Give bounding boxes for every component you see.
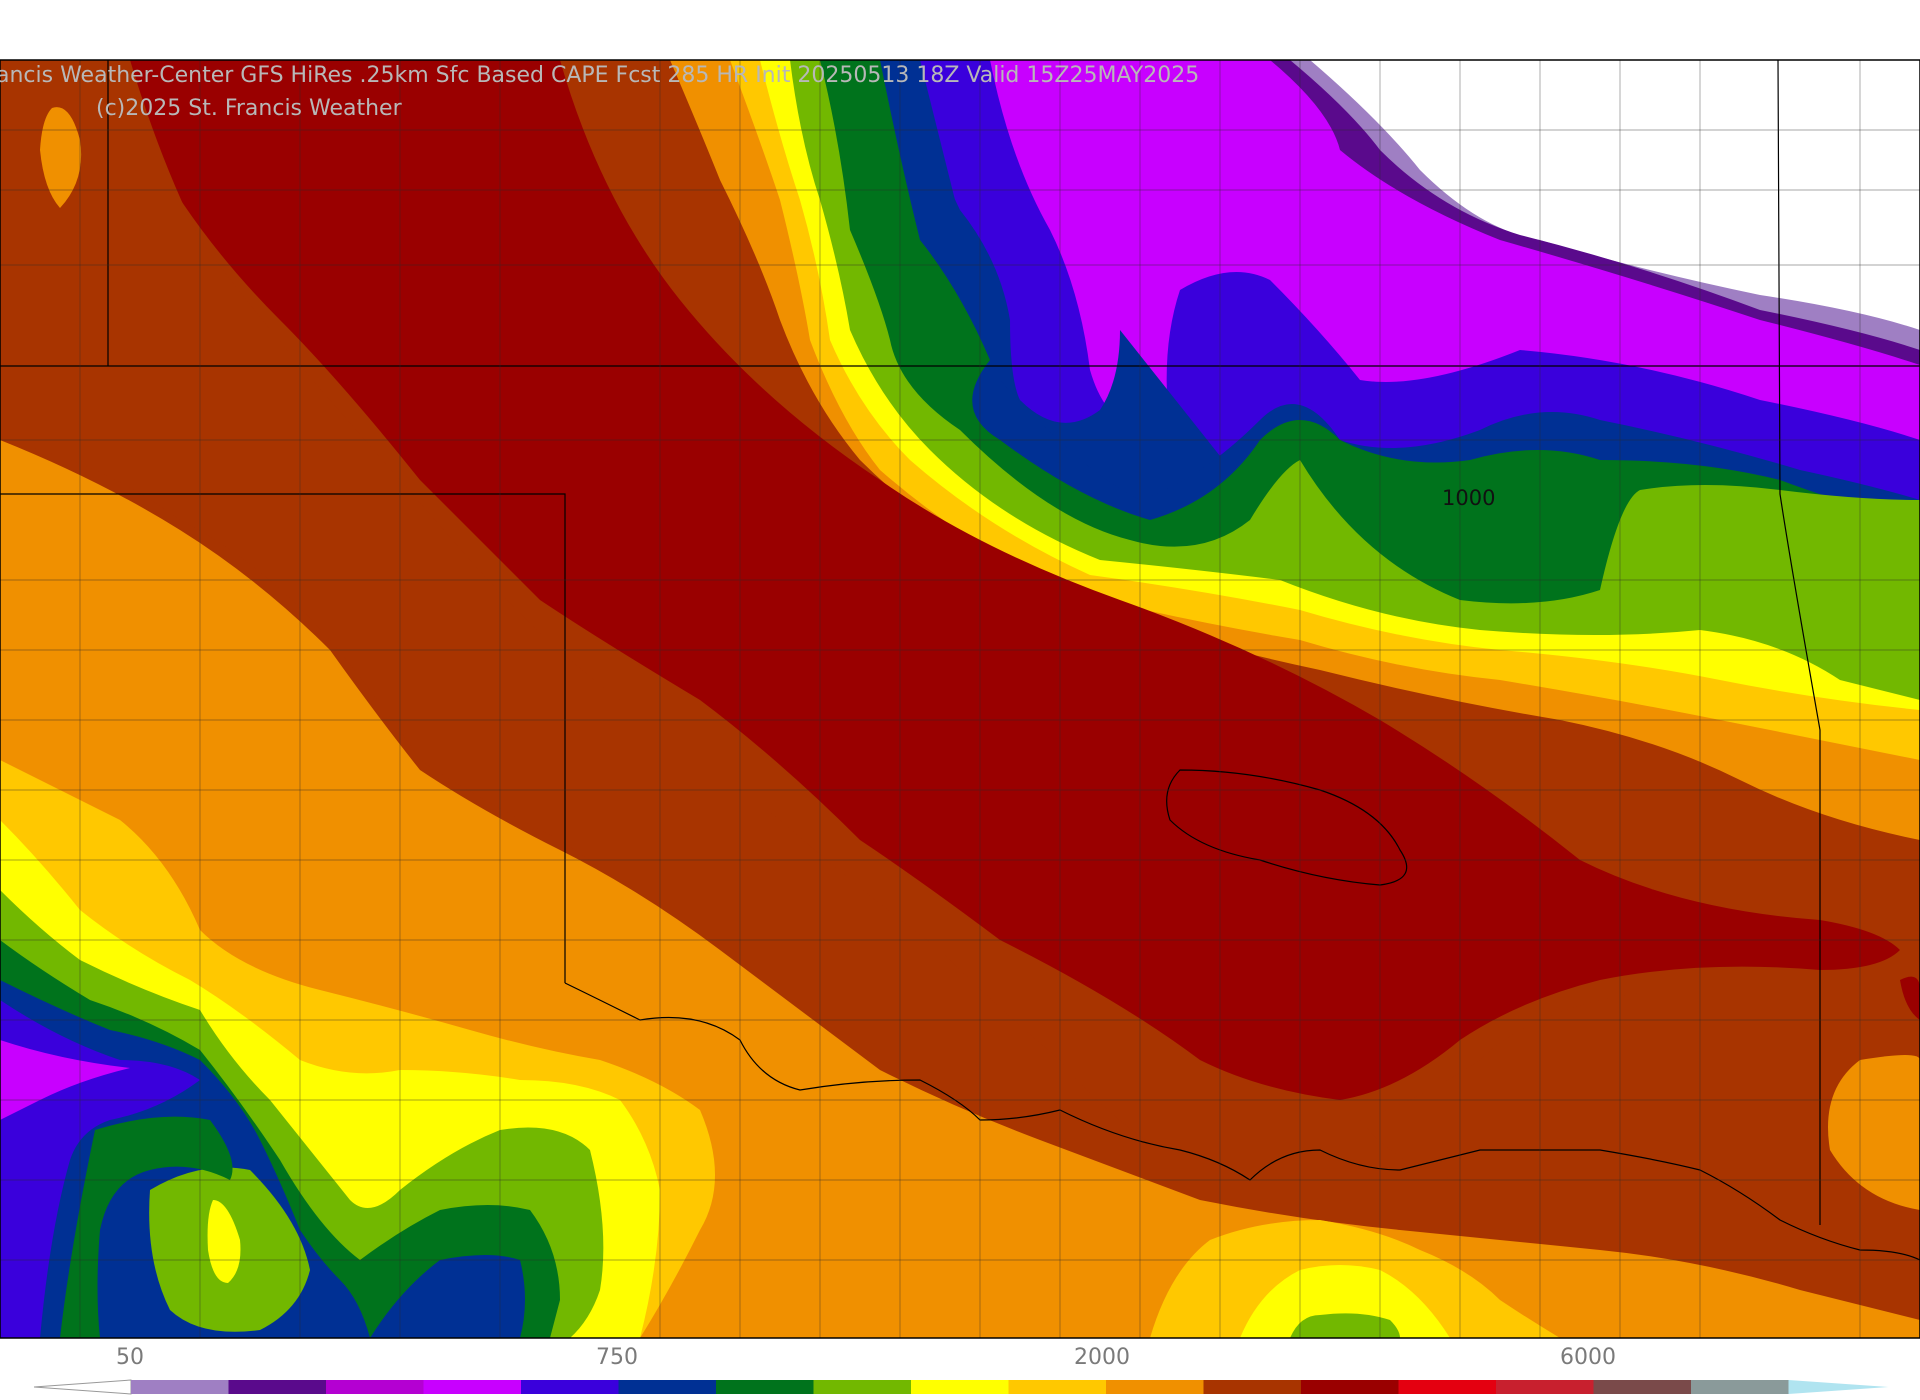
colorbar-segment [1496,1380,1594,1394]
state-border-northwest [0,493,566,983]
boundary-lines [0,60,1920,1261]
colorbar-label-6000: 6000 [1560,1345,1616,1370]
colorbar-label-50: 50 [116,1345,144,1370]
colorbar-segment [326,1380,424,1394]
colorbar-segment [521,1380,619,1394]
colorbar-segment [1398,1380,1497,1394]
colorbar-segment [131,1380,229,1394]
colorbar-arrow-left [33,1379,132,1395]
contour-label-1000: 1000 [1442,486,1495,510]
county-lines [0,60,1920,1338]
colorbar-segment [1203,1380,1302,1394]
colorbar [33,1379,1889,1395]
colorbar-segment [618,1380,717,1394]
colorbar-segment [716,1380,814,1394]
colorbar-arrow-right [1788,1380,1889,1394]
zone-navy-south-pocket [370,1255,525,1338]
colorbar-segment [1008,1380,1107,1394]
colorbar-segment [1301,1380,1399,1394]
zone-dark-green-pocket [60,1116,233,1338]
colorbar-segment [1593,1380,1692,1394]
zone-rust-west [0,60,1160,1153]
zone-orange-east-pocket [1828,1055,1920,1210]
colorbar-segment [813,1380,912,1394]
colorbar-segment [423,1380,522,1394]
map-panel [0,60,1920,1338]
river-border-south [564,982,1920,1261]
copyright-text: (c)2025 St. Francis Weather [96,96,403,121]
colorbar-segment [228,1380,327,1394]
colorbar-segment [911,1380,1009,1394]
colorbar-labels: 50 750 2000 6000 [116,1345,1616,1370]
map-title: ancis Weather-Center GFS HiRes .25km Sfc… [0,63,1199,88]
colorbar-segment [1691,1380,1789,1394]
colorbar-segment [1106,1380,1204,1394]
colorbar-label-2000: 2000 [1074,1345,1130,1370]
map-border [0,59,1920,1339]
zone-dark-red-east [1900,976,1920,1020]
colorbar-label-750: 750 [596,1345,638,1370]
state-border-east [1777,60,1821,1225]
zone-lime-south [1290,1313,1400,1338]
zone-rust-southeast [1360,980,1920,1260]
zone-yellow-pocket-southwest [207,1200,241,1283]
zone-yellow-south [1240,1265,1450,1338]
zone-orange-northwest-pocket [40,107,82,208]
